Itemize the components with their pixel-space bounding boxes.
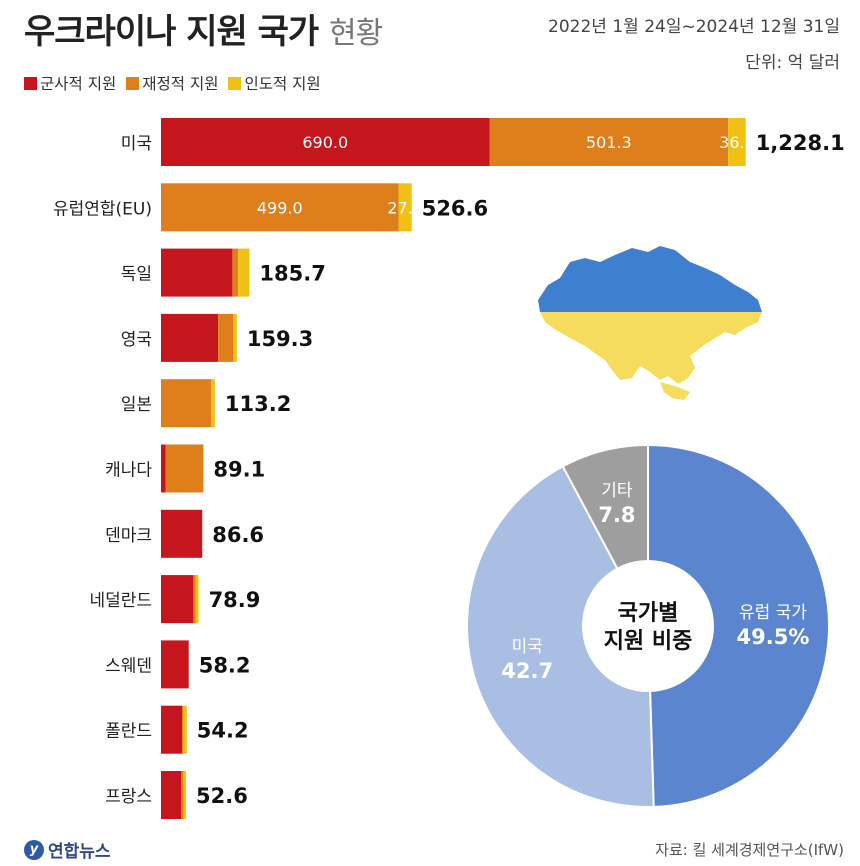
bar-segment (161, 444, 166, 493)
bar-segment (161, 248, 233, 297)
ukraine-map (538, 246, 762, 400)
category-label: 유럽연합(EU) (53, 199, 152, 219)
bar-segment (218, 313, 234, 362)
pie-slice-name: 유럽 국가 (739, 603, 807, 623)
total-label: 52.6 (196, 784, 248, 808)
bar-segment (165, 444, 204, 493)
pie-center-label: 지원 비중 (604, 629, 693, 654)
legend-swatch (126, 76, 140, 90)
title-sub: 현황 (329, 16, 383, 51)
bar-segment (161, 118, 490, 166)
legend-label: 군사적 지원 (40, 75, 117, 93)
category-label: 일본 (121, 395, 152, 415)
total-label: 113.2 (225, 392, 291, 416)
legend-swatch (228, 76, 242, 90)
title-main: 우크라이나 지원 국가 (24, 12, 319, 52)
ukraine-map-bottom-yellow (540, 312, 762, 384)
bar-segment (161, 640, 189, 689)
bar-segment (161, 379, 211, 428)
bar-segment (180, 771, 184, 819)
category-label: 덴마크 (105, 526, 152, 546)
total-label: 54.2 (197, 719, 249, 743)
category-label: 폴란드 (105, 722, 152, 742)
date-range: 2022년 1월 24일~2024년 12월 31일 (548, 17, 840, 37)
category-label: 미국 (121, 134, 152, 154)
pie-slice-name: 미국 (512, 637, 543, 657)
logo: y 연합뉴스 (24, 837, 111, 862)
segment-label: 690.0 (302, 133, 348, 152)
category-label: 프랑스 (105, 787, 152, 807)
bar-segment (161, 183, 399, 232)
pie-slice-value: 7.8 (598, 503, 635, 527)
segment-label: 36.8 (719, 133, 755, 152)
bar-segment (195, 575, 199, 624)
segment-label: 499.0 (257, 198, 303, 217)
category-label: 독일 (121, 265, 152, 285)
page-title: 우크라이나 지원 국가 현황 (24, 4, 383, 53)
pie-slice-value: 49.5% (737, 625, 810, 649)
legend-item-financial: 재정적 지원 (126, 72, 218, 94)
crimea-yellow (660, 382, 690, 400)
total-label: 58.2 (199, 653, 251, 677)
bar-segment (161, 575, 194, 624)
legend: 군사적 지원 재정적 지원 인도적 지원 (24, 72, 321, 94)
total-label: 89.1 (213, 458, 265, 482)
segment-label: 501.3 (586, 133, 632, 152)
category-label: 영국 (121, 330, 152, 350)
total-label: 526.6 (422, 196, 488, 220)
total-label: 1,228.1 (756, 131, 845, 155)
bar-segment (238, 248, 250, 297)
source-note: 자료: 킬 세계경제연구소(IfW) (655, 841, 844, 859)
bar-segment (161, 705, 183, 754)
yonhap-logo-icon: y (24, 839, 44, 860)
total-label: 159.3 (247, 327, 313, 351)
pie-slice (466, 464, 655, 808)
bar-segment (161, 313, 219, 362)
bar-segment (161, 771, 181, 819)
bar-segment (193, 575, 196, 624)
pie-slice-name: 기타 (601, 481, 633, 501)
bar-segment (183, 771, 187, 819)
legend-item-humanitarian: 인도적 지원 (228, 72, 321, 94)
bar-segment (233, 313, 237, 362)
total-label: 86.6 (212, 523, 264, 547)
total-label: 185.7 (259, 262, 325, 286)
bar-segment (210, 379, 215, 428)
category-label: 네덜란드 (89, 591, 152, 611)
segment-label: 27.6 (387, 198, 423, 217)
bar-segment (398, 183, 412, 232)
logo-text: 연합뉴스 (48, 842, 111, 862)
category-label: 스웨덴 (105, 656, 152, 676)
pie-center-label: 국가별 (618, 601, 679, 626)
bar-segment (182, 705, 187, 754)
category-label: 캐나다 (105, 461, 152, 481)
pie-center-hole (582, 560, 714, 692)
legend-swatch (24, 76, 37, 90)
unit-label: 단위: 억 달러 (745, 53, 840, 73)
total-label: 78.9 (209, 588, 261, 612)
bar-segment (489, 118, 729, 166)
ukraine-map-top-blue (538, 246, 762, 312)
legend-item-military: 군사적 지원 (24, 72, 116, 94)
pie-slice (647, 443, 830, 808)
bar-segment (728, 118, 746, 166)
legend-label: 재정적 지원 (142, 75, 219, 93)
legend-label: 인도적 지원 (244, 75, 321, 93)
bar-segment (161, 509, 203, 558)
bar-segment (232, 248, 239, 297)
bar-chart: 미국 690.0 501.3 36.8 1,228.1 유럽연합(EU) 499.0 27.6… (53, 118, 845, 819)
pie-slice-value: 42.7 (501, 659, 553, 683)
